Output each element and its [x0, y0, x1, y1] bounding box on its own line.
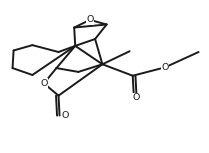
Text: O: O [61, 111, 69, 120]
Text: O: O [86, 15, 94, 24]
Text: O: O [161, 63, 169, 72]
Text: O: O [132, 93, 140, 102]
Text: O: O [40, 79, 48, 88]
